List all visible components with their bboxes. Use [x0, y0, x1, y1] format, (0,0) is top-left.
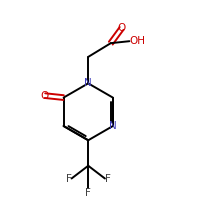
Text: N: N	[84, 78, 92, 88]
Text: O: O	[41, 91, 49, 101]
Text: OH: OH	[129, 36, 145, 46]
Text: F: F	[85, 188, 91, 198]
Text: O: O	[117, 23, 126, 33]
Text: F: F	[66, 174, 72, 184]
Text: F: F	[105, 174, 111, 184]
Text: N: N	[109, 121, 117, 131]
